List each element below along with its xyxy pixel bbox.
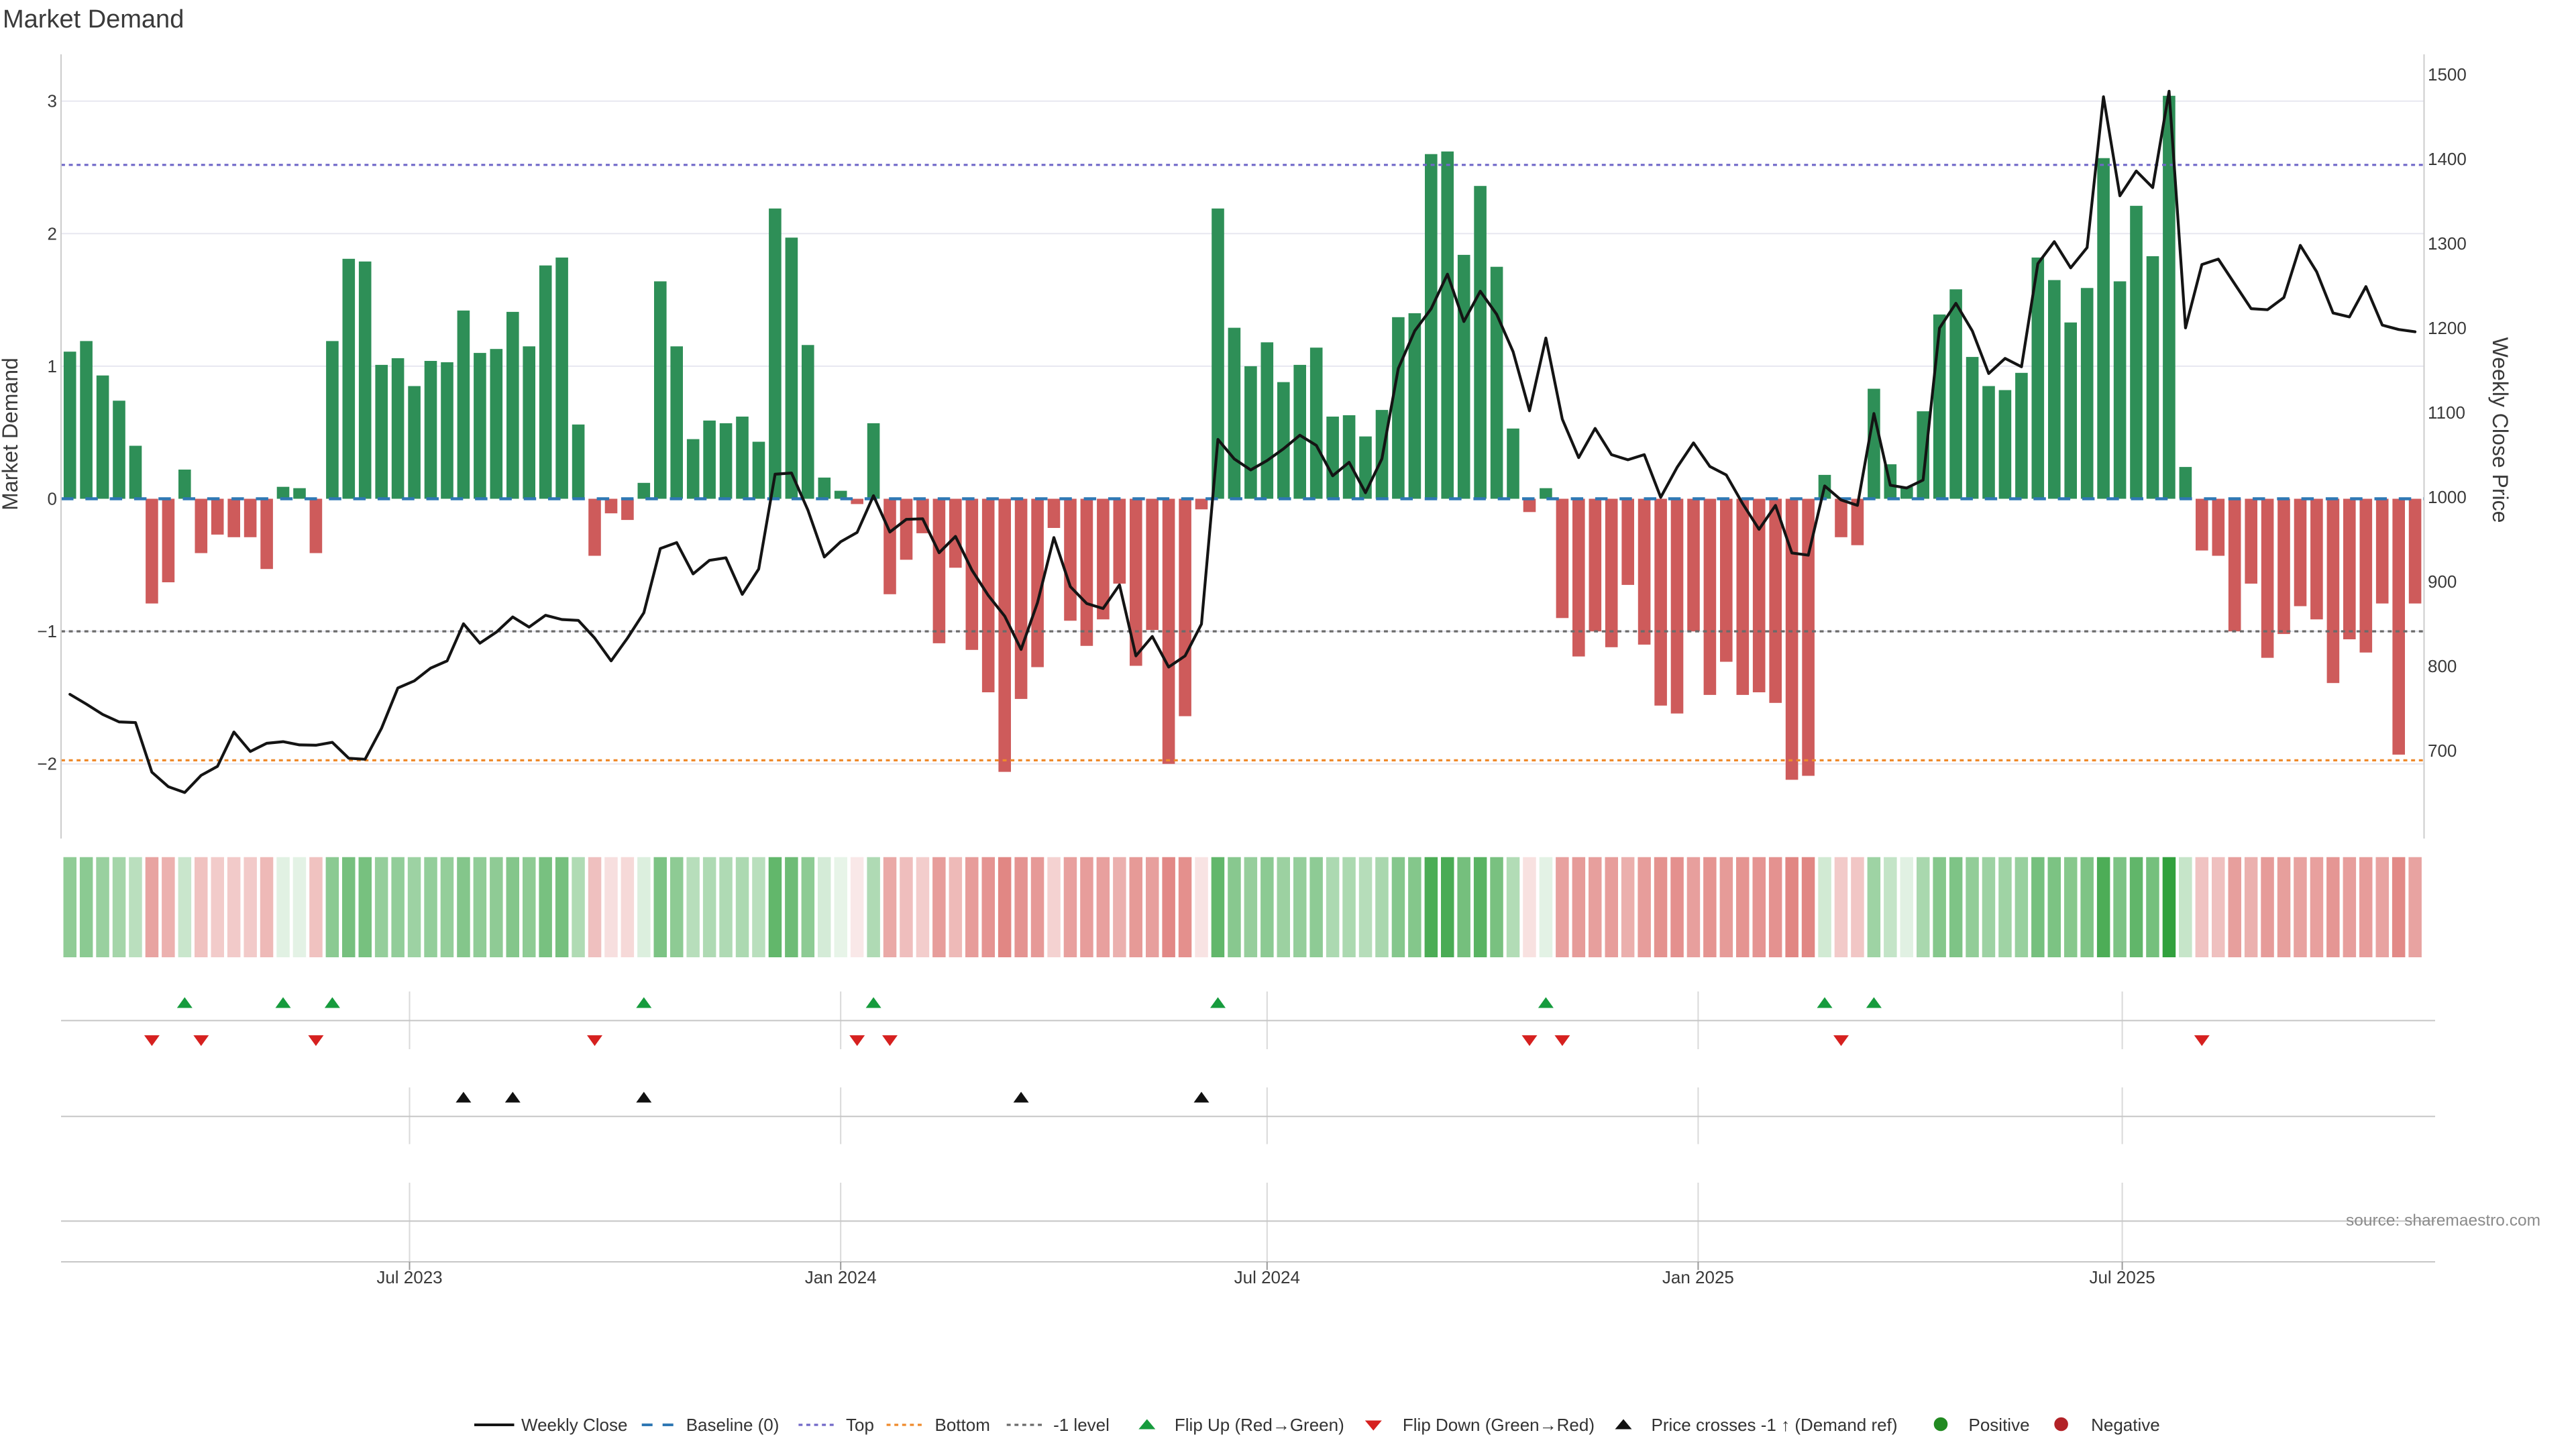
svg-text:1400: 1400 (2428, 149, 2467, 169)
svg-text:Market Demand: Market Demand (3, 5, 184, 34)
svg-text:1100: 1100 (2428, 402, 2465, 423)
svg-text:Jan 2024: Jan 2024 (805, 1267, 877, 1287)
svg-text:-1 level: -1 level (1053, 1415, 1110, 1435)
svg-text:Negative: Negative (2091, 1415, 2160, 1435)
svg-text:Jul 2024: Jul 2024 (1234, 1267, 1300, 1287)
svg-text:900: 900 (2428, 572, 2457, 592)
svg-text:Flip Up (Red→Green): Flip Up (Red→Green) (1175, 1415, 1344, 1435)
svg-text:1500: 1500 (2428, 64, 2467, 85)
svg-text:source: sharemaestro.com: source: sharemaestro.com (2346, 1212, 2540, 1230)
svg-text:0: 0 (48, 489, 57, 509)
svg-text:800: 800 (2428, 656, 2457, 676)
svg-text:Weekly Close: Weekly Close (521, 1415, 627, 1435)
svg-text:Jul 2023: Jul 2023 (376, 1267, 442, 1287)
svg-text:Positive: Positive (1969, 1415, 2030, 1435)
svg-text:Market Demand: Market Demand (0, 358, 22, 511)
svg-text:3: 3 (48, 91, 57, 111)
svg-text:−1: −1 (37, 621, 57, 641)
svg-text:1300: 1300 (2428, 233, 2467, 254)
svg-text:1200: 1200 (2428, 318, 2467, 338)
svg-text:Weekly Close Price: Weekly Close Price (2488, 337, 2512, 523)
svg-text:Jul 2025: Jul 2025 (2089, 1267, 2155, 1287)
svg-text:Bottom: Bottom (935, 1415, 990, 1435)
svg-text:2: 2 (48, 223, 57, 244)
svg-text:Top: Top (846, 1415, 874, 1435)
svg-text:Price crosses -1 ↑ (Demand ref: Price crosses -1 ↑ (Demand ref) (1652, 1415, 1898, 1435)
svg-text:1000: 1000 (2428, 487, 2467, 507)
svg-text:700: 700 (2428, 741, 2457, 761)
svg-text:Jan 2025: Jan 2025 (1662, 1267, 1734, 1287)
svg-text:−2: −2 (37, 754, 57, 774)
svg-text:Baseline (0): Baseline (0) (686, 1415, 780, 1435)
svg-text:Flip Down (Green→Red): Flip Down (Green→Red) (1403, 1415, 1595, 1435)
svg-text:1: 1 (48, 356, 57, 376)
